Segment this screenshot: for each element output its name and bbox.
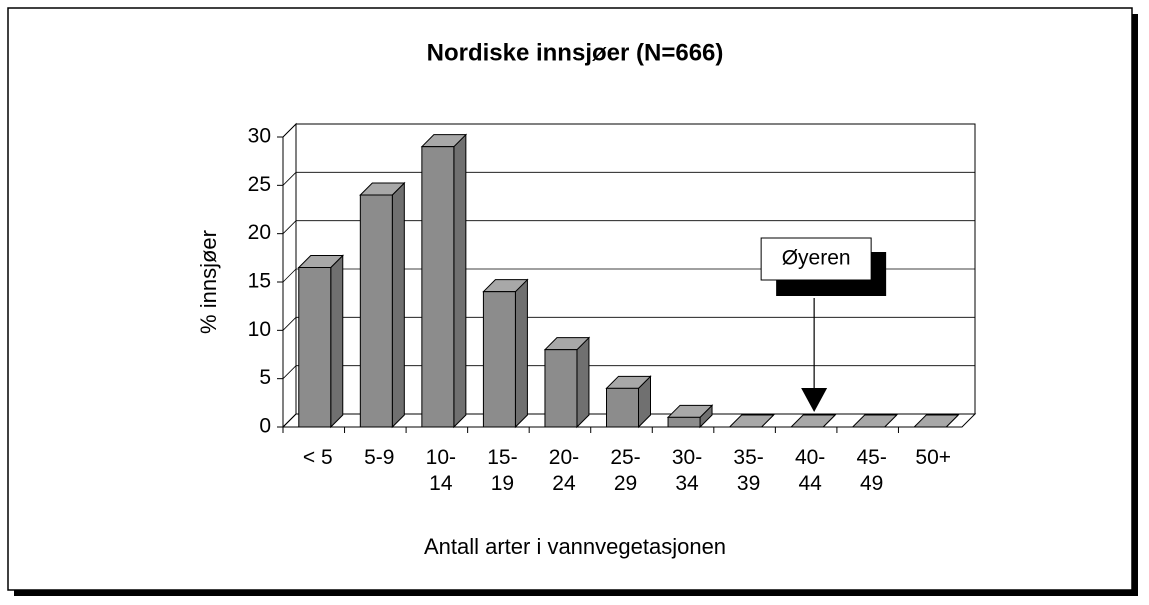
annotation-arrowhead: [801, 388, 828, 412]
y-tick-label: 10: [248, 318, 271, 341]
grid-line-side: [282, 220, 297, 234]
grid-line-side: [282, 317, 297, 331]
annotation-text: Øyeren: [782, 247, 851, 270]
x-tick-label: 25- 29: [610, 446, 641, 495]
bar-side: [576, 336, 590, 429]
bar-side: [514, 278, 528, 429]
annotation-box: [760, 237, 872, 281]
x-tick-label: 40- 44: [794, 446, 826, 495]
frame: [7, 7, 1133, 591]
bar: [482, 291, 516, 428]
bar-top: [789, 414, 837, 428]
grid-line-side: [282, 413, 297, 428]
grid-line-side: [282, 268, 297, 283]
y-tick-label: 5: [259, 366, 271, 389]
bar: [421, 146, 455, 428]
bar-top: [851, 414, 898, 428]
bar-top: [728, 414, 775, 428]
bar-side: [453, 133, 467, 429]
x-tick-label: 30- 34: [671, 446, 703, 495]
chart-title: Nordiske innsjøer (N=666): [427, 39, 724, 66]
y-tick-label: 25: [248, 173, 271, 196]
x-axis-title: Antall arter i vannvegetasjonen: [424, 534, 726, 559]
bar: [606, 387, 639, 428]
x-tick-label: 20- 24: [548, 446, 580, 495]
x-tick-label: 50+: [915, 446, 952, 469]
x-tick-label: 10- 14: [425, 446, 457, 495]
bar-side: [330, 254, 344, 429]
x-tick-label: 15- 19: [487, 446, 518, 495]
y-tick-label: 20: [248, 221, 271, 244]
grid-line-side: [282, 123, 297, 138]
bar: [298, 267, 332, 428]
bar: [359, 194, 393, 428]
x-tick-label: < 5: [302, 446, 333, 469]
x-tick-label: 35- 39: [733, 446, 764, 495]
x-tick-label: 5-9: [364, 446, 395, 469]
bar-side: [391, 181, 405, 429]
bar: [667, 416, 701, 428]
bar: [544, 349, 578, 428]
bar-top: [913, 414, 960, 428]
grid-line-side: [282, 172, 297, 186]
y-tick-label: 30: [248, 125, 271, 148]
x-tick-label: 45- 49: [856, 446, 887, 495]
y-axis-title: % innsjøer: [196, 230, 221, 334]
grid-line-side: [282, 365, 297, 379]
y-tick-label: 15: [248, 270, 271, 293]
y-tick-label: 0: [259, 415, 271, 438]
